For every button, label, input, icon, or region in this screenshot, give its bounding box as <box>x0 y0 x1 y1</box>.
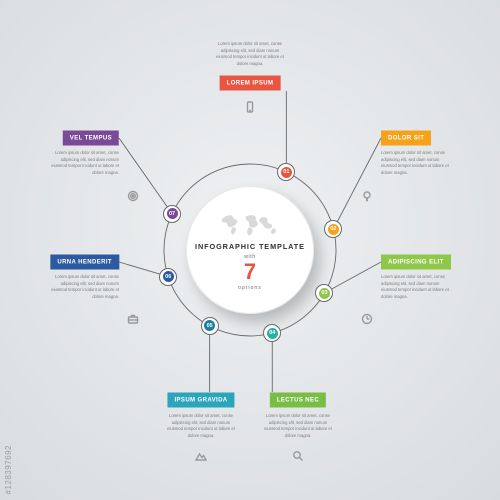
body-02: Lorem ipsum dolor sit amet, conse adipis… <box>381 150 451 176</box>
node-03: 03 <box>316 285 332 301</box>
label-03: ADIPISCING ELIT <box>381 255 451 270</box>
body-03: Lorem ipsum dolor sit amet, conse adipis… <box>381 274 451 300</box>
body-05: Lorem ipsum dolor sit amet, conse adipis… <box>166 413 236 439</box>
watermark-id: #128397692 <box>4 445 13 495</box>
label-07: VEL TEMPUS <box>63 131 119 146</box>
label-01: LOREM IPSUM <box>220 76 281 91</box>
label-02: DOLOR SIT <box>381 131 431 146</box>
node-06: 06 <box>160 269 176 285</box>
mountain-icon <box>195 449 207 461</box>
world-map-icon <box>216 210 284 238</box>
label-04: LECTUS NEC <box>270 393 326 408</box>
body-01: Lorem ipsum dolor sit amet, conse adipis… <box>215 41 285 67</box>
briefcase-icon <box>127 312 139 324</box>
node-02: 02 <box>325 221 341 237</box>
center-title: INFOGRAPHIC TEMPLATE <box>195 242 305 251</box>
target-icon <box>127 189 139 201</box>
label-05: IPSUM GRAVIDA <box>167 393 234 408</box>
bulb-icon <box>361 189 373 201</box>
body-07: Lorem ipsum dolor sit amet, conse adipis… <box>49 150 119 176</box>
node-01: 01 <box>278 164 294 180</box>
label-06: URNA HENDERIT <box>50 255 119 270</box>
body-06: Lorem ipsum dolor sit amet, conse adipis… <box>49 274 119 300</box>
body-04: Lorem ipsum dolor sit amet, conse adipis… <box>263 413 333 439</box>
search-icon <box>292 449 304 461</box>
center-count: 7 <box>244 259 256 285</box>
node-04: 04 <box>264 325 280 341</box>
clock-icon <box>361 312 373 324</box>
node-05: 05 <box>202 318 218 334</box>
center-options: options <box>238 285 262 291</box>
phone-icon <box>244 100 256 112</box>
node-07: 07 <box>164 206 180 222</box>
center-disc: INFOGRAPHIC TEMPLATE with 7 options <box>186 186 314 314</box>
